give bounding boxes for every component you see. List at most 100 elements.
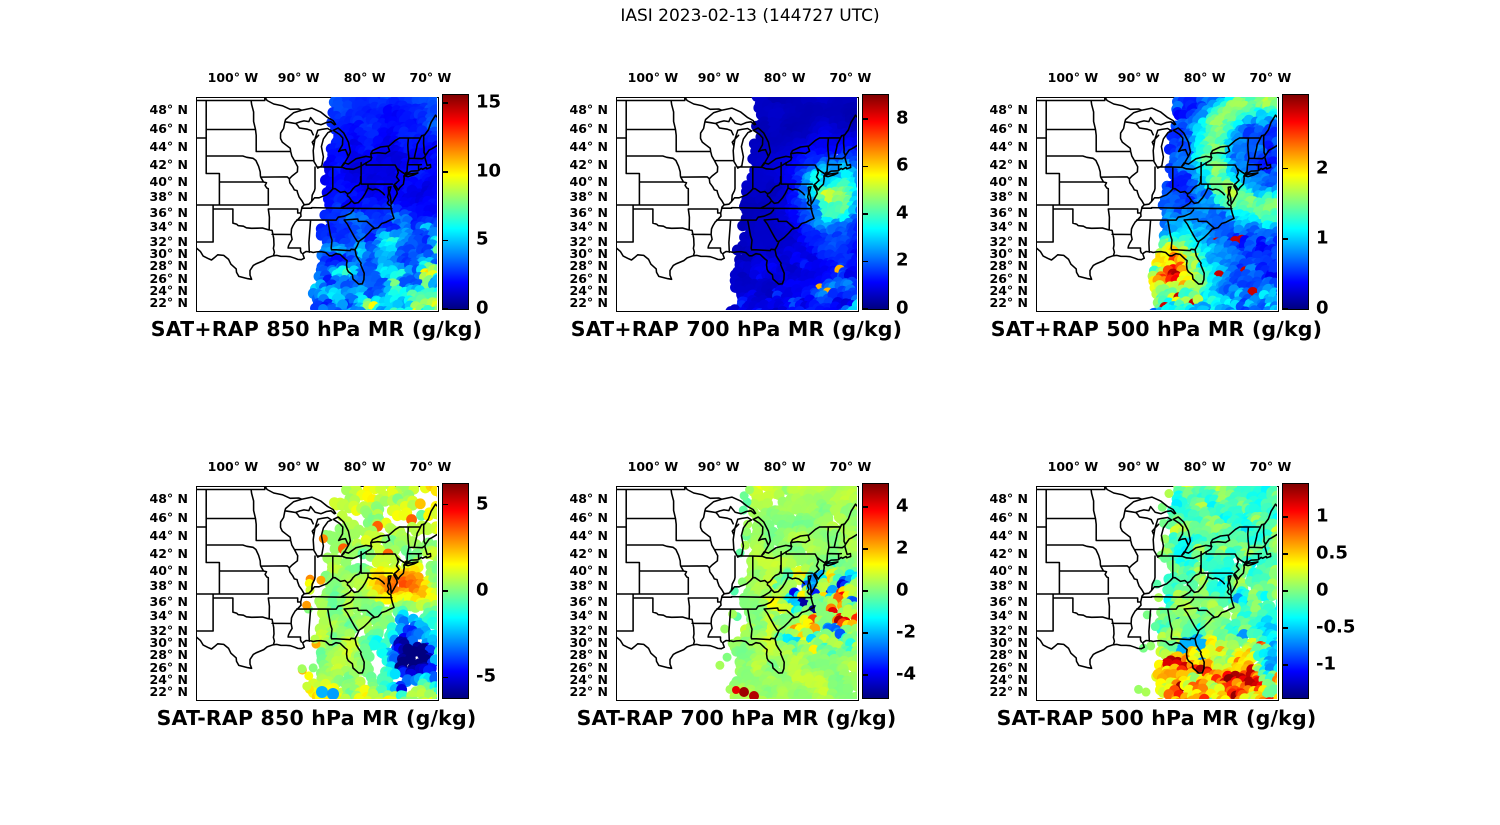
colorbar-tick-label: 2 [896,537,909,559]
lat-axis-label: 44° N [569,528,608,543]
lat-axis-label: 48° N [149,491,188,506]
lat-axis-label: 46° N [989,510,1028,525]
lat-axis-label: 46° N [989,121,1028,136]
lat-axis-label: 26° N [989,271,1028,286]
colorbar-tick-mark [1283,516,1288,518]
lat-axis-label: 32° N [149,623,188,638]
lon-axis-label: 100° W [627,459,679,474]
lat-axis-label: 22° N [989,295,1028,310]
lat-axis-label: 36° N [989,205,1028,220]
colorbar-tick-label: -5 [476,665,496,687]
lat-axis-label: 48° N [569,102,608,117]
lon-axis-label: 100° W [627,70,679,85]
lat-axis-label: 40° N [989,174,1028,189]
colorbar-tick-label: 1 [1316,505,1329,527]
lat-axis-label: 48° N [569,491,608,506]
colorbar-tick-label: 8 [896,107,909,129]
panel-title: SAT-RAP 700 hPa MR (g/kg) [576,706,897,730]
lat-axis-label: 48° N [989,102,1028,117]
lat-axis-label: 24° N [569,672,608,687]
lat-axis-label: 38° N [989,189,1028,204]
lat-axis-label: 42° N [989,546,1028,561]
lat-axis-label: 26° N [569,271,608,286]
lat-axis-label: 40° N [569,174,608,189]
lat-axis-label: 36° N [569,594,608,609]
lon-axis-label: 80° W [763,459,806,474]
lat-axis-label: 26° N [149,271,188,286]
lon-axis-label: 100° W [207,70,259,85]
lat-axis-label: 22° N [569,684,608,699]
colorbar-tick-mark [863,674,868,676]
lat-axis-label: 46° N [149,121,188,136]
lon-axis-label: 70° W [829,70,872,85]
lat-axis-label: 26° N [569,660,608,675]
lat-axis-label: 42° N [569,546,608,561]
panel-sat-minus-rap-700hpa: SAT-RAP 700 hPa MR (g/kg) 100° W 90° W 80°… [570,459,916,730]
lat-axis-label: 38° N [989,578,1028,593]
lat-axis-label: 38° N [569,189,608,204]
colorbar-tick-label: 4 [896,202,909,224]
colorbar-tick-label: 0 [1316,579,1329,601]
lat-axis-label: 44° N [989,528,1028,543]
lon-axis-label: 90° W [1117,459,1160,474]
lat-axis-label: 26° N [149,660,188,675]
colorbar-tick-label: -4 [896,663,916,685]
lon-axis-label: 70° W [1249,459,1292,474]
lat-axis-label: 28° N [569,647,608,662]
lon-axis-label: 70° W [409,70,452,85]
lat-axis-label: 36° N [149,594,188,609]
colorbar [442,94,469,310]
lat-axis-label: 34° N [989,608,1028,623]
panel-title: SAT+RAP 500 hPa MR (g/kg) [990,317,1323,341]
colorbar-tick-label: 5 [476,493,489,515]
lat-axis-label: 38° N [149,189,188,204]
lat-axis-label: 46° N [569,121,608,136]
colorbar-tick-label: -1 [1316,653,1336,675]
lat-axis-label: 22° N [149,295,188,310]
colorbar-tick-label: -0.5 [1316,616,1356,638]
lat-axis-label: 40° N [569,563,608,578]
state-and-coast-lines [616,486,857,674]
lat-axis-label: 28° N [149,647,188,662]
colorbar-tick-mark [1283,627,1288,629]
colorbar-tick-label: -2 [896,621,916,643]
lon-axis-label: 80° W [1183,70,1226,85]
lon-axis-label: 70° W [1249,70,1292,85]
lat-axis-label: 46° N [569,510,608,525]
lat-axis-label: 34° N [149,219,188,234]
colorbar-tick-label: 10 [476,160,502,182]
colorbar-tick-mark [1283,664,1288,666]
lat-axis-label: 24° N [989,283,1028,298]
panel-sat-minus-rap-850hpa: SAT-RAP 850 hPa MR (g/kg) 100° W 90° W 80°… [150,459,496,730]
lon-axis-label: 100° W [1047,459,1099,474]
state-and-coast-lines [1036,97,1277,285]
lat-axis-label: 32° N [989,623,1028,638]
figure-title: IASI 2023-02-13 (144727 UTC) [620,6,880,26]
us-states-map [1036,97,1277,285]
colorbar-tick-mark [863,260,868,263]
colorbar-tick-mark [1283,590,1288,592]
lat-axis-label: 30° N [569,635,608,650]
colorbar-tick-mark [1283,238,1288,240]
lat-axis-label: 24° N [569,283,608,298]
lat-axis-label: 22° N [989,684,1028,699]
colorbar-tick-mark [1283,553,1288,555]
colorbar-tick-mark [863,590,868,592]
lat-axis-label: 44° N [149,528,188,543]
lat-axis-label: 32° N [989,234,1028,249]
lon-axis-label: 90° W [277,70,320,85]
colorbar-tick-label: 5 [476,228,489,250]
us-states-map [196,97,437,285]
colorbar-tick-label: 0 [896,297,909,319]
lat-axis-label: 30° N [569,246,608,261]
us-states-map [1036,486,1277,674]
state-and-coast-lines [616,97,857,285]
colorbar-tick-mark [863,118,868,120]
lat-axis-label: 34° N [569,219,608,234]
lat-axis-label: 28° N [569,258,608,273]
panel-title: SAT+RAP 850 hPa MR (g/kg) [150,317,483,341]
colorbar-tick-label: 0.5 [1316,542,1348,564]
colorbar-tick-mark [1283,167,1288,170]
lat-axis-label: 26° N [989,660,1028,675]
lat-axis-label: 42° N [149,157,188,172]
